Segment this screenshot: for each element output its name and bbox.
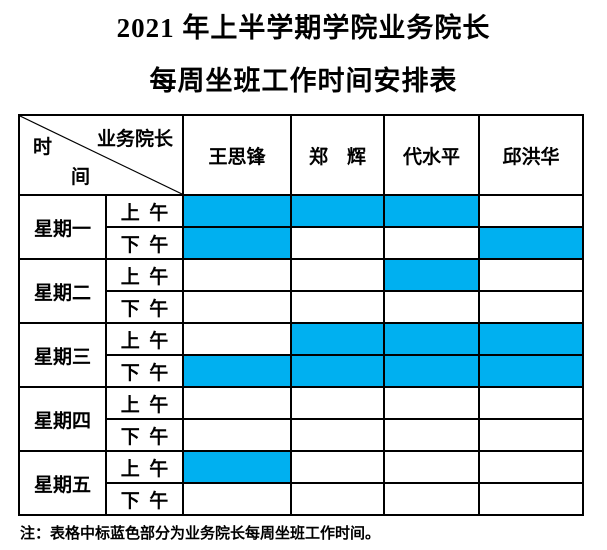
period-label: 上 午 — [105, 386, 184, 420]
schedule-row-day2-p2: 下 午 — [19, 290, 584, 324]
duty-cell-day1-p1-dean2 — [290, 194, 385, 228]
duty-cell-day5-p1-dean1 — [182, 450, 292, 484]
duty-cell-day4-p1-dean4 — [478, 386, 584, 420]
dean-column-header: 郑 辉 — [290, 114, 385, 196]
schedule-row-day4-p1: 星期四上 午 — [18, 386, 584, 452]
period-label: 下 午 — [105, 290, 184, 324]
duty-cell-day2-p1-dean1 — [182, 258, 292, 292]
duty-cell-day5-p1-dean4 — [478, 450, 584, 484]
schedule-row-day3-p2: 下 午 — [19, 354, 584, 388]
period-label: 上 午 — [105, 258, 184, 292]
duty-cell-day4-p2-dean2 — [290, 418, 385, 452]
duty-cell-day3-p2-dean3 — [383, 354, 480, 388]
duty-cell-day4-p2-dean1 — [182, 418, 292, 452]
schedule-row-day1-p2: 下 午 — [19, 226, 584, 260]
duty-cell-day3-p1-dean3 — [383, 322, 480, 356]
duty-cell-day2-p1-dean2 — [290, 258, 385, 292]
corner-label-time-bottom: 间 — [71, 167, 91, 188]
duty-cell-day1-p2-dean3 — [383, 226, 480, 260]
period-label: 下 午 — [105, 226, 184, 260]
period-label: 上 午 — [105, 194, 184, 228]
header-row: 业务院长 时 间 王思锋 郑 辉 代水平 邱洪华 — [18, 114, 584, 196]
schedule-table: 业务院长 时 间 王思锋 郑 辉 代水平 邱洪华 星期一上 午下 午星期二上 午… — [18, 114, 584, 516]
corner-label-deans: 业务院长 — [96, 129, 173, 150]
period-label: 上 午 — [105, 322, 184, 356]
duty-cell-day3-p1-dean1 — [182, 322, 292, 356]
dean-column-header: 邱洪华 — [478, 114, 584, 196]
duty-cell-day4-p1-dean2 — [290, 386, 385, 420]
schedule-row-day5-p2: 下 午 — [19, 482, 584, 516]
period-label: 上 午 — [105, 450, 184, 484]
duty-cell-day5-p1-dean3 — [383, 450, 480, 484]
duty-cell-day2-p1-dean3 — [383, 258, 480, 292]
period-label: 下 午 — [105, 418, 184, 452]
duty-cell-day3-p1-dean2 — [290, 322, 385, 356]
duty-cell-day1-p1-dean3 — [383, 194, 480, 228]
duty-cell-day4-p1-dean3 — [383, 386, 480, 420]
duty-cell-day1-p2-dean1 — [182, 226, 292, 260]
schedule-row-day3-p1: 星期三上 午 — [18, 322, 584, 388]
duty-cell-day5-p1-dean2 — [290, 450, 385, 484]
page-title: 2021 年上半学期学院业务院长 — [116, 13, 491, 43]
footnote: 注：表格中标蓝色部分为业务院长每周坐班工作时间。 — [20, 526, 381, 542]
duty-cell-day1-p1-dean1 — [182, 194, 292, 228]
duty-cell-day3-p2-dean2 — [290, 354, 385, 388]
period-label: 下 午 — [105, 354, 184, 388]
duty-cell-day1-p1-dean4 — [478, 194, 584, 228]
duty-cell-day3-p2-dean4 — [478, 354, 584, 388]
period-label: 下 午 — [105, 482, 184, 516]
duty-cell-day1-p2-dean2 — [290, 226, 385, 260]
duty-cell-day4-p1-dean1 — [182, 386, 292, 420]
duty-cell-day4-p2-dean3 — [383, 418, 480, 452]
schedule-row-day5-p1: 星期五上 午 — [18, 450, 584, 516]
day-label: 星期三 — [18, 322, 107, 388]
day-label: 星期五 — [18, 450, 107, 516]
day-label: 星期一 — [18, 194, 107, 260]
duty-cell-day3-p2-dean1 — [182, 354, 292, 388]
duty-cell-day5-p2-dean1 — [182, 482, 292, 516]
duty-cell-day2-p2-dean4 — [478, 290, 584, 324]
corner-label-time-top: 时 — [33, 137, 53, 158]
duty-cell-day2-p2-dean1 — [182, 290, 292, 324]
dean-column-header: 代水平 — [383, 114, 480, 196]
page-subtitle: 每周坐班工作时间安排表 — [149, 66, 458, 96]
duty-cell-day4-p2-dean4 — [478, 418, 584, 452]
duty-cell-day5-p2-dean4 — [478, 482, 584, 516]
schedule-row-day2-p1: 星期二上 午 — [18, 258, 584, 324]
corner-header: 业务院长 时 间 — [18, 114, 184, 196]
duty-cell-day2-p1-dean4 — [478, 258, 584, 292]
duty-cell-day5-p2-dean3 — [383, 482, 480, 516]
dean-column-header: 王思锋 — [182, 114, 292, 196]
schedule-row-day1-p1: 星期一上 午 — [18, 194, 584, 260]
duty-cell-day2-p2-dean3 — [383, 290, 480, 324]
duty-cell-day1-p2-dean4 — [478, 226, 584, 260]
day-label: 星期四 — [18, 386, 107, 452]
duty-cell-day3-p1-dean4 — [478, 322, 584, 356]
diagonal-divider-icon — [20, 116, 182, 194]
day-label: 星期二 — [18, 258, 107, 324]
duty-cell-day2-p2-dean2 — [290, 290, 385, 324]
duty-cell-day5-p2-dean2 — [290, 482, 385, 516]
schedule-row-day4-p2: 下 午 — [19, 418, 584, 452]
